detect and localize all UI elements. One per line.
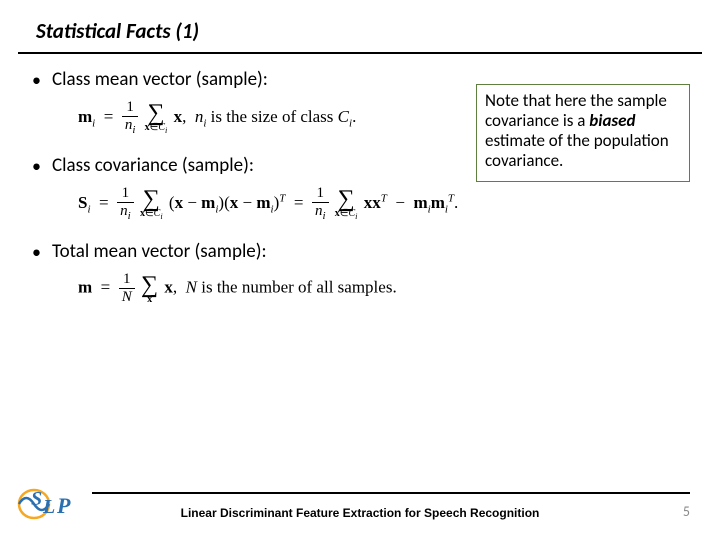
bullet-dot-icon: • (30, 240, 52, 264)
note-box: Note that here the sample covariance is … (476, 84, 690, 182)
formula-3-trail: is the number of all samples. (201, 277, 396, 296)
note-suffix: estimate of the population covariance. (485, 130, 669, 171)
logo-icon: S L P (16, 482, 86, 524)
note-prefix: Note that here the sample covariance is … (485, 90, 667, 131)
bullet-3: • Total mean vector (sample): (30, 240, 690, 264)
slide-title: Statistical Facts (1) (30, 18, 690, 52)
formula-total-mean: m = 1N ∑x x, N is the number of all samp… (78, 272, 690, 305)
bullet-1-text: Class mean vector (sample): (52, 68, 268, 92)
footer-divider (92, 492, 690, 494)
title-divider (18, 52, 702, 54)
formula-cov: Si = 1ni ∑x∈Ci (x − mi)(x − mi)T = 1ni ∑… (78, 186, 690, 222)
bullet-2-text: Class covariance (sample): (52, 154, 254, 178)
bullet-3-text: Total mean vector (sample): (52, 240, 267, 264)
formula-1-trail: is the size of class (211, 107, 338, 126)
logo-p: P (56, 493, 71, 518)
logo-l: L (42, 496, 55, 518)
bullet-dot-icon: • (30, 68, 52, 92)
note-biased: biased (589, 110, 635, 131)
logo-s: S (31, 488, 42, 510)
footer-text: Linear Discriminant Feature Extraction f… (0, 506, 720, 520)
bullet-dot-icon: • (30, 154, 52, 178)
page-number: 5 (683, 503, 690, 520)
